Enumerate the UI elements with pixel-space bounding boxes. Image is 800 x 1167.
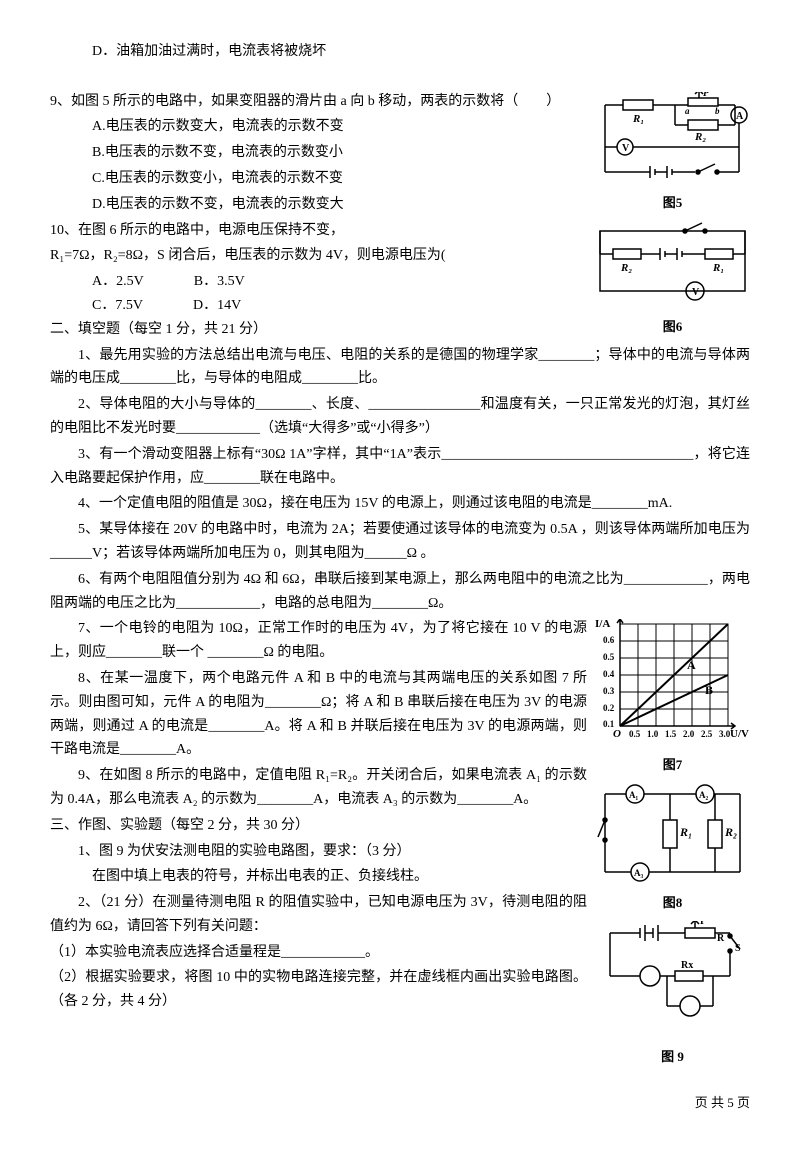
q10-opt-A: A．2.5V: [92, 270, 144, 294]
svg-text:I/A: I/A: [595, 619, 610, 630]
svg-text:A₁: A₁: [629, 790, 638, 800]
q10-opt-C: C．7.5V: [92, 294, 143, 318]
q8-opt-D: D．油箱加油过满时，电流表将被烧坏: [50, 40, 750, 64]
svg-text:3.0: 3.0: [719, 729, 731, 739]
figure-6: S R₂ R₁ V 图6: [595, 221, 750, 338]
svg-text:R₂: R₂: [694, 131, 706, 143]
svg-text:S: S: [735, 943, 741, 954]
fill-6: 6、有两个电阻阻值分别为 4Ω 和 6Ω，串联后接到某电源上，那么两电阻中的电流…: [50, 568, 750, 616]
figure-6-label: 图6: [595, 316, 750, 338]
fill-2: 2、导体电阻的大小与导体的________、长度、_______________…: [50, 393, 750, 441]
figure-8-label: 图8: [595, 892, 750, 914]
svg-text:R: R: [717, 933, 725, 944]
svg-text:U/V: U/V: [730, 728, 749, 740]
svg-text:P: P: [703, 92, 710, 99]
svg-text:0.3: 0.3: [603, 686, 615, 696]
fill-3: 3、有一个滑动变阻器上标有“30Ω 1A”字样，其中“1A”表示________…: [50, 443, 750, 491]
svg-text:2.0: 2.0: [683, 729, 695, 739]
svg-text:1.5: 1.5: [665, 729, 677, 739]
figure-5: R₁ R₂ V A P a b 图5: [595, 92, 750, 214]
svg-text:R₁: R₁: [679, 825, 692, 839]
figure-5-label: 图5: [595, 192, 750, 214]
q10-opt-B: B．3.5V: [194, 270, 245, 294]
fill-5: 5、某导体接在 20V 的电路中时，电流为 2A；若要使通过该导体的电流变为 0…: [50, 518, 750, 566]
svg-text:V: V: [692, 287, 700, 298]
svg-text:B: B: [705, 683, 713, 697]
svg-text:1.0: 1.0: [647, 729, 659, 739]
svg-text:0.4: 0.4: [603, 669, 615, 679]
svg-text:R₁: R₁: [632, 113, 644, 125]
svg-text:2.5: 2.5: [701, 729, 713, 739]
svg-text:a: a: [685, 106, 690, 116]
figure-9: P R S Rx 图 9: [595, 921, 750, 1068]
svg-text:S: S: [693, 221, 699, 224]
svg-text:0.5: 0.5: [603, 652, 615, 662]
svg-text:V: V: [622, 143, 630, 154]
svg-text:A: A: [736, 111, 744, 122]
figure-7-label: 图7: [595, 754, 750, 776]
svg-text:A₃: A₃: [634, 868, 643, 878]
svg-text:A₂: A₂: [699, 790, 708, 800]
svg-text:b: b: [715, 106, 720, 116]
svg-text:0.5: 0.5: [629, 729, 641, 739]
svg-text:R₂: R₂: [724, 825, 737, 839]
svg-text:Rx: Rx: [681, 960, 693, 971]
svg-text:0.2: 0.2: [603, 703, 615, 713]
fill-1: 1、最先用实验的方法总结出电流与电压、电阻的关系的是德国的物理学家_______…: [50, 344, 750, 392]
figure-9-label: 图 9: [595, 1046, 750, 1068]
svg-text:R₂: R₂: [620, 262, 632, 274]
svg-text:A: A: [687, 658, 696, 672]
svg-text:O: O: [613, 728, 621, 740]
svg-text:R₁: R₁: [712, 262, 724, 274]
svg-text:P: P: [700, 921, 706, 927]
q10-opt-D: D．14V: [193, 294, 241, 318]
figure-8: A₁ A₂ A₃ R₁ R₂ 图8: [595, 782, 750, 914]
page-footer: 页 共 5 页: [50, 1092, 750, 1114]
fill-4: 4、一个定值电阻的阻值是 30Ω，接在电压为 15V 的电源上，则通过该电阻的电…: [50, 492, 750, 516]
svg-text:0.6: 0.6: [603, 635, 615, 645]
figure-7: I/A 0.60.5 0.40.3 0.20.1 O 0.51.0 1.52.0…: [595, 619, 750, 776]
